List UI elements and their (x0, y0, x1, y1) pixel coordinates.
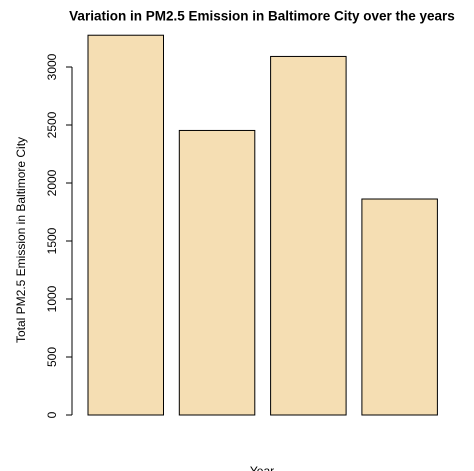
y-tick-label: 3000 (45, 53, 59, 80)
y-axis-label: Total PM2.5 Emission in Baltimore City (14, 137, 28, 343)
y-tick-label: 2000 (45, 169, 59, 196)
y-tick-label: 0 (45, 411, 59, 418)
x-axis-label: Year (250, 464, 274, 471)
y-tick-label: 2500 (45, 111, 59, 138)
bar (361, 198, 438, 416)
bar (87, 34, 164, 416)
y-tick-label: 500 (45, 347, 59, 367)
y-tick-label: 1000 (45, 285, 59, 312)
chart-title: Variation in PM2.5 Emission in Baltimore… (69, 9, 455, 24)
bar (270, 55, 347, 416)
bar (178, 129, 256, 416)
y-tick-label: 1500 (45, 227, 59, 254)
